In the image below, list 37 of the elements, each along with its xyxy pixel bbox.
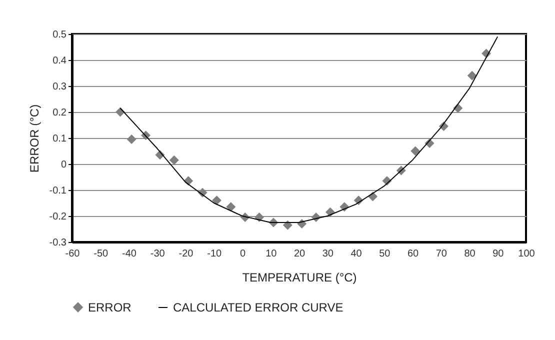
point [467, 70, 477, 80]
y-tick-label: -0.2 [49, 212, 67, 222]
x-tick-label: 80 [464, 248, 476, 260]
y-tick-label: 0.1 [52, 134, 67, 144]
point [212, 196, 222, 206]
x-tick-label: 20 [294, 248, 306, 260]
x-tick-label: -60 [65, 248, 80, 260]
y-tick-label: 0.5 [52, 30, 67, 40]
x-tick-label: 60 [407, 248, 419, 260]
point [410, 146, 420, 156]
x-tick-label: 30 [322, 248, 334, 260]
y-tick-label: 0.3 [52, 82, 67, 92]
x-tick-label: -40 [122, 248, 137, 260]
legend-label: CALCULATED ERROR CURVE [173, 300, 344, 314]
y-tick-label: 0 [60, 160, 67, 170]
x-tick-label: -10 [207, 248, 222, 260]
x-tick-label: 70 [436, 248, 448, 260]
x-tick-label: 0 [240, 248, 246, 260]
x-tick-label: 40 [350, 248, 362, 260]
y-tick-label: 0.2 [52, 108, 67, 118]
x-tick-label: 50 [379, 248, 391, 260]
y-tick-label: -0.3 [49, 238, 67, 248]
y-tick-label: -0.1 [49, 186, 67, 196]
point [126, 134, 136, 144]
x-tick-label: 10 [266, 248, 278, 260]
point [254, 212, 264, 222]
x-tick-label: 100 [518, 248, 536, 260]
point [226, 202, 236, 212]
point [169, 155, 179, 165]
x-axis-title: TEMPERATURE (°C) [242, 270, 357, 284]
y-tick-label: 0.4 [52, 56, 67, 66]
y-axis-title: ERROR (°C) [27, 104, 42, 173]
x-tick-label: -20 [178, 248, 194, 260]
x-tick-label: 90 [492, 248, 504, 260]
legend-label: ERROR [88, 300, 132, 314]
x-tick-label: -50 [94, 248, 109, 260]
x-tick-label: -30 [150, 248, 166, 260]
